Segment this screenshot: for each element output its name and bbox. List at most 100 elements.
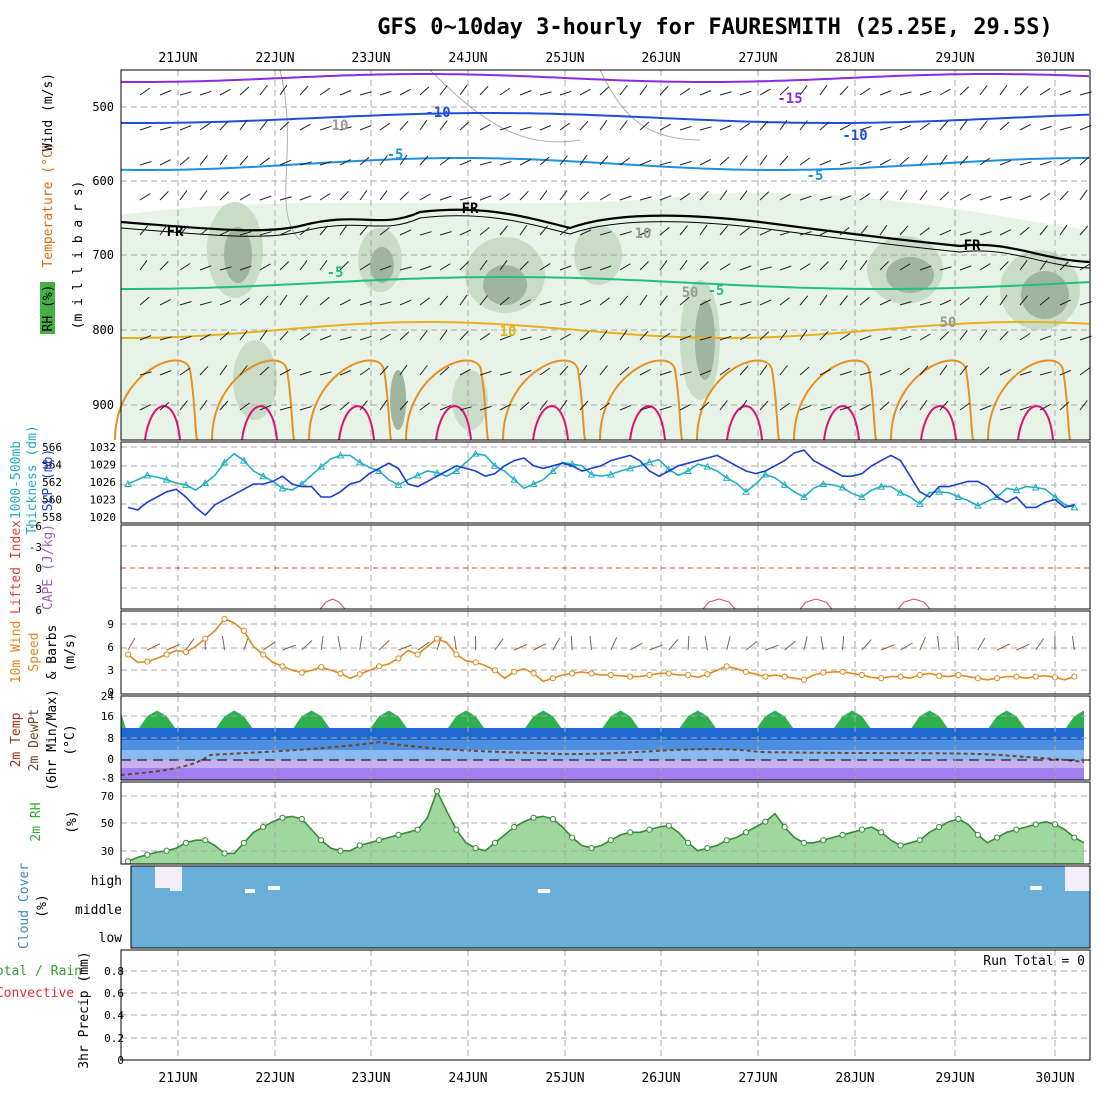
wind-barb xyxy=(699,401,710,411)
wind-barb xyxy=(139,404,151,411)
rh-shade-dark xyxy=(390,370,406,430)
temperature-band-pale xyxy=(121,750,1084,760)
thickness-point xyxy=(896,488,905,496)
wind-barb xyxy=(279,196,292,201)
wind-barb xyxy=(999,406,1012,411)
wind-barb xyxy=(759,120,769,131)
contour-minus15 xyxy=(120,73,1090,83)
precip-tick: 0.4 xyxy=(104,1009,124,1022)
wind-barb-10m xyxy=(185,638,195,651)
contour-minus10 xyxy=(120,112,1090,124)
wind-barb xyxy=(859,371,872,376)
wind-barb xyxy=(539,125,552,131)
wind-barb xyxy=(619,231,632,236)
thickness-point xyxy=(201,479,210,487)
wind-barb xyxy=(319,296,330,306)
wind-barb xyxy=(379,333,391,341)
wind10-point xyxy=(240,627,247,634)
lifted-tick: -6 xyxy=(29,520,42,533)
wind-barb xyxy=(599,265,612,271)
wind-barb xyxy=(659,85,669,96)
date-label-top: 25JUN xyxy=(545,51,584,66)
wind-barb-10m xyxy=(552,637,561,651)
wind-barb xyxy=(659,332,671,341)
wind-barb xyxy=(319,404,331,411)
rh2m-point xyxy=(839,831,846,839)
wind-barb xyxy=(759,191,770,201)
wind-barb xyxy=(879,224,888,236)
wind-barb xyxy=(739,227,750,236)
thickness-point xyxy=(800,492,808,500)
wind-barb xyxy=(919,227,930,236)
wind-barb xyxy=(419,365,428,376)
wind-barb xyxy=(899,301,912,306)
thickness-point xyxy=(355,458,364,466)
contour-warm-lobe xyxy=(405,359,489,441)
wind10-point xyxy=(646,671,653,679)
wind-barb xyxy=(279,261,289,271)
wind-barb xyxy=(839,123,851,131)
wind-barb-10m xyxy=(398,644,412,651)
wind-barb xyxy=(559,155,568,166)
wind10-point xyxy=(627,673,634,680)
contour-warm-lobe xyxy=(890,359,974,441)
wind-barb xyxy=(199,365,209,376)
date-label-bottom: 28JUN xyxy=(835,1071,874,1086)
wind-barb xyxy=(599,330,608,341)
wind-barb xyxy=(739,190,748,201)
wind-barb xyxy=(359,335,372,341)
date-label-bottom: 25JUN xyxy=(545,1071,584,1086)
slp-axis-label: SLP (mb) xyxy=(41,449,56,512)
wind-barb xyxy=(219,331,230,341)
wind-barb xyxy=(399,229,412,236)
wind10-point xyxy=(607,671,614,679)
wind10-point xyxy=(820,669,827,676)
wind-barb xyxy=(959,365,968,376)
wind-barb xyxy=(839,227,850,236)
wind-barb xyxy=(819,369,831,376)
wind-barb-10m xyxy=(861,639,872,651)
wind-barb-10m xyxy=(704,636,708,651)
wind-barb xyxy=(399,331,410,341)
rh2m-point xyxy=(627,829,634,836)
wind10-point xyxy=(202,635,209,642)
wind-barb xyxy=(179,190,188,201)
wind-barb xyxy=(399,191,409,201)
wind-barb xyxy=(1039,125,1052,131)
wind-barb-10m xyxy=(881,644,895,651)
wind-barb xyxy=(199,155,208,166)
wind-barb xyxy=(999,84,1008,96)
wind-barb xyxy=(519,336,532,341)
wind-barb xyxy=(1079,156,1090,166)
wind-barb xyxy=(959,402,971,411)
contour-warm-lobe xyxy=(599,359,683,441)
wind-barb xyxy=(259,231,272,236)
rh-shade-dark xyxy=(224,227,252,283)
wind10-point xyxy=(433,635,441,642)
wind-barb xyxy=(659,370,672,376)
temp-tick: 16 xyxy=(101,710,114,723)
rh2m-point xyxy=(665,822,672,829)
wind-barb xyxy=(979,263,991,271)
wind-barb xyxy=(779,365,788,376)
wind-barb xyxy=(479,370,492,376)
wind-barb xyxy=(419,297,430,306)
thickness-point xyxy=(510,475,519,483)
wind-barb xyxy=(199,90,212,96)
pressure-tick: 900 xyxy=(92,398,114,412)
wind-barb xyxy=(779,155,789,166)
wind-barb xyxy=(659,123,671,131)
rh2m-point xyxy=(395,831,402,839)
wind-barb-10m xyxy=(453,636,457,651)
wind-barb xyxy=(559,122,571,131)
wind-barb xyxy=(739,399,748,411)
wind-barb xyxy=(339,336,352,341)
wind-barb xyxy=(879,336,892,341)
wind10-point xyxy=(723,663,730,670)
wind-barb xyxy=(599,365,608,376)
wind-barb xyxy=(299,227,310,236)
wind-barb-10m xyxy=(337,636,341,651)
wind-barb xyxy=(959,193,971,201)
contour-label: -5 xyxy=(327,265,344,281)
